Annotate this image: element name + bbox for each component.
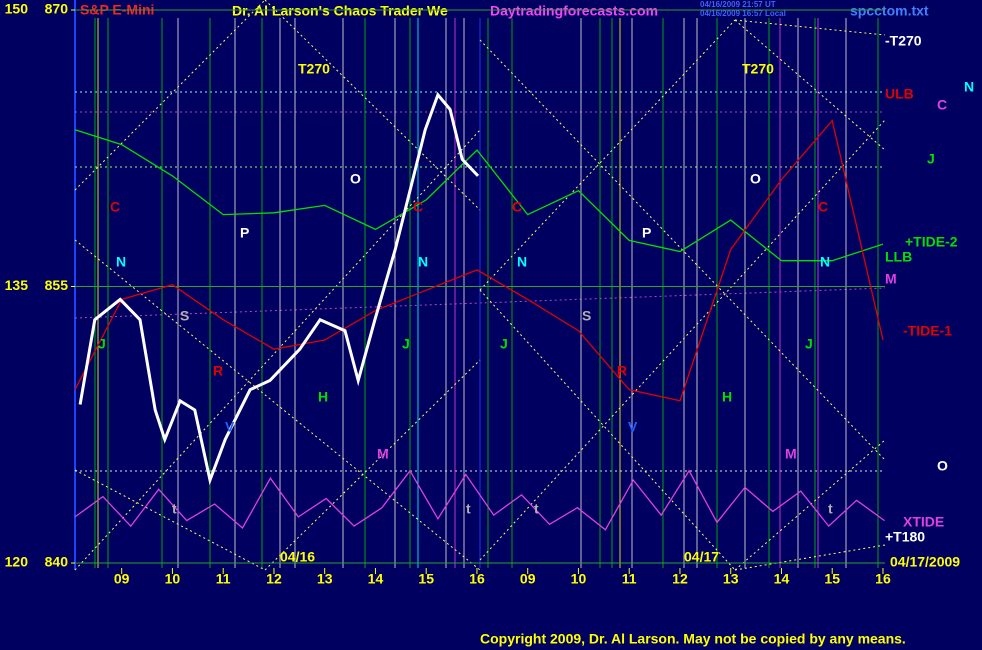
annotation: J (805, 336, 813, 352)
x-tick-label: 14 (774, 571, 790, 587)
x-tick-label: 12 (266, 571, 282, 587)
x-tick-label: 16 (469, 571, 485, 587)
annotation: P (240, 225, 249, 241)
annotation: M (785, 446, 797, 462)
annotation: R (617, 363, 627, 379)
series-line (74, 129, 884, 262)
annotation: H (722, 389, 732, 405)
annotation: V (225, 419, 235, 435)
cycle-line (74, 239, 481, 571)
annotation: LLB (885, 249, 912, 265)
annotation: M (377, 446, 389, 462)
timestamp: 04/16/2009 21:57 UT (700, 0, 776, 9)
x-tick-label: 15 (824, 571, 840, 587)
x-tick-label: 13 (317, 571, 333, 587)
annotation: t (828, 501, 833, 517)
annotation: R (213, 363, 223, 379)
annotation: O (750, 171, 761, 187)
day-label: 04/16 (280, 549, 315, 565)
y2-tick-label: 855 (45, 277, 69, 293)
annotation: T270 (298, 61, 330, 77)
cycle-line (734, 439, 886, 571)
timestamp: 04/16/2009 16:57 Local (700, 9, 786, 18)
annotation: J (98, 336, 106, 352)
cycle-line (734, 19, 886, 151)
annotation: J (500, 336, 508, 352)
cycle-line (74, 469, 266, 571)
x-tick-label: 09 (520, 571, 536, 587)
annotation: M (885, 271, 897, 287)
annotation: C (413, 199, 423, 215)
cycle-line (264, 0, 481, 211)
series-line (74, 119, 884, 402)
y-tick-label: 135 (5, 277, 29, 293)
annotation: C (818, 199, 828, 215)
annotation: J (927, 151, 935, 167)
cycle-line (734, 544, 886, 571)
cycle-line (264, 359, 481, 571)
annotation: -T270 (885, 33, 922, 49)
annotation: N (820, 254, 830, 270)
annotation: S (180, 308, 189, 324)
series-label: +TIDE-2 (905, 234, 958, 250)
site: Daytradingforecasts.com (490, 3, 658, 19)
annotation: t (534, 501, 539, 517)
y2-tick-label: 840 (45, 554, 69, 570)
annotation: ULB (885, 86, 914, 102)
x-tick-label: 12 (672, 571, 688, 587)
annotation: N (116, 254, 126, 270)
x-tick-label: 11 (216, 571, 231, 587)
annotation: O (937, 458, 948, 474)
cycle-line (479, 289, 736, 571)
x-tick-label: 13 (723, 571, 739, 587)
series-label: XTIDE (903, 514, 944, 530)
annotation: N (418, 254, 428, 270)
annotation: N (517, 254, 527, 270)
y-tick-label: 150 (5, 1, 29, 17)
annotation: T270 (742, 61, 774, 77)
cycle-line (479, 19, 736, 291)
y2-tick-label: 870 (45, 1, 69, 17)
annotation: C (937, 97, 947, 113)
copyright: Copyright 2009, Dr. Al Larson. May not b… (480, 631, 906, 647)
annotation: +T180 (885, 529, 925, 545)
annotation: P (642, 225, 651, 241)
price-line (78, 91, 480, 486)
x-tick-label: 10 (165, 571, 181, 587)
x-tick-label: 10 (571, 571, 587, 587)
annotation: J (402, 336, 410, 352)
x-tick-label: 16 (875, 571, 891, 587)
annotation: N (964, 79, 974, 95)
annotation: S (582, 308, 591, 324)
x-tick-label: 14 (368, 571, 384, 587)
annotation: t (466, 501, 471, 517)
annotation: O (350, 171, 361, 187)
annotation: H (318, 389, 328, 405)
x-tick-label: 09 (114, 571, 130, 587)
annotation: C (110, 199, 120, 215)
series-label: -TIDE-1 (903, 323, 952, 339)
file-name: spcctom.txt (850, 3, 929, 19)
annotation: V (628, 419, 638, 435)
y-tick-label: 120 (5, 554, 29, 570)
cycle-line (734, 19, 886, 36)
day-label: 04/17/2009 (890, 554, 960, 570)
series-line (74, 469, 885, 531)
chart-title: Dr. Al Larson's Chaos Trader We (232, 3, 448, 19)
x-tick-label: 15 (418, 571, 434, 587)
day-label: 04/17 (684, 549, 719, 565)
annotation: C (512, 199, 522, 215)
annotation: t (172, 501, 177, 517)
x-tick-label: 11 (622, 571, 637, 587)
